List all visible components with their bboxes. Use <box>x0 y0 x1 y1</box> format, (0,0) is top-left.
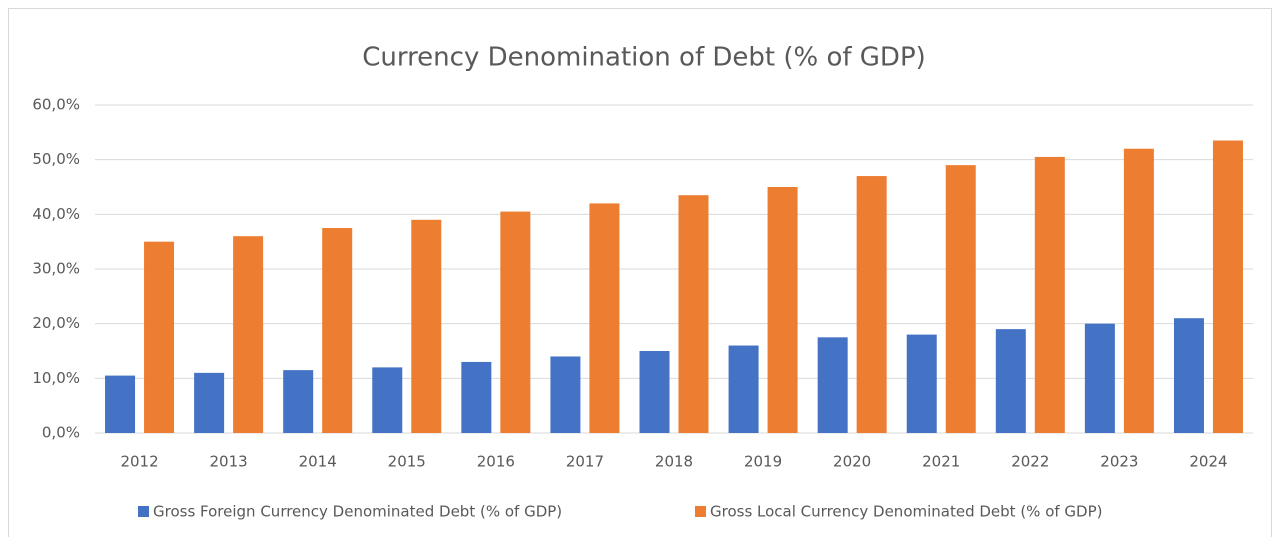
bar <box>550 356 581 433</box>
bar <box>233 236 264 433</box>
x-tick-label: 2018 <box>655 453 693 471</box>
x-tick-label: 2014 <box>299 453 337 471</box>
y-tick-label: 20,0% <box>32 314 80 332</box>
x-tick-label: 2012 <box>120 453 158 471</box>
y-tick-label: 0,0% <box>42 424 80 442</box>
bar <box>856 176 887 434</box>
x-tick-label: 2016 <box>477 453 515 471</box>
bar <box>1123 148 1154 433</box>
x-tick-label: 2021 <box>922 453 960 471</box>
legend-label: Gross Local Currency Denominated Debt (%… <box>710 503 1103 521</box>
bar <box>995 329 1026 433</box>
x-tick-label: 2023 <box>1100 453 1138 471</box>
bar <box>372 367 403 433</box>
legend-marker <box>695 506 706 517</box>
x-tick-label: 2015 <box>388 453 426 471</box>
bar <box>411 219 442 433</box>
bar <box>283 370 314 433</box>
y-tick-label: 40,0% <box>32 205 80 223</box>
bar <box>144 241 175 433</box>
x-tick-label: 2019 <box>744 453 782 471</box>
bar <box>105 375 136 433</box>
bar <box>1034 156 1065 433</box>
bar <box>728 345 759 433</box>
chart-title: Currency Denomination of Debt (% of GDP) <box>362 43 926 73</box>
chart-border <box>8 8 1272 537</box>
bar <box>906 334 937 433</box>
legend-label: Gross Foreign Currency Denominated Debt … <box>153 503 562 521</box>
bar <box>461 361 492 433</box>
bar <box>589 203 620 433</box>
bar <box>1212 140 1243 434</box>
bar <box>194 372 225 433</box>
y-tick-label: 50,0% <box>32 150 80 168</box>
x-tick-label: 2020 <box>833 453 871 471</box>
bar <box>1173 318 1204 433</box>
bar <box>1084 323 1115 433</box>
x-tick-label: 2024 <box>1189 453 1227 471</box>
y-tick-label: 60,0% <box>32 96 80 114</box>
bar <box>639 351 670 433</box>
bar <box>767 187 798 433</box>
bar <box>500 211 531 433</box>
x-tick-label: 2013 <box>210 453 248 471</box>
bar <box>945 165 976 433</box>
y-tick-label: 10,0% <box>32 369 80 387</box>
bar <box>678 195 709 433</box>
bar <box>817 337 848 433</box>
bar <box>322 228 353 433</box>
x-tick-label: 2022 <box>1011 453 1049 471</box>
y-tick-label: 30,0% <box>32 260 80 278</box>
legend-marker <box>138 506 149 517</box>
x-tick-label: 2017 <box>566 453 604 471</box>
